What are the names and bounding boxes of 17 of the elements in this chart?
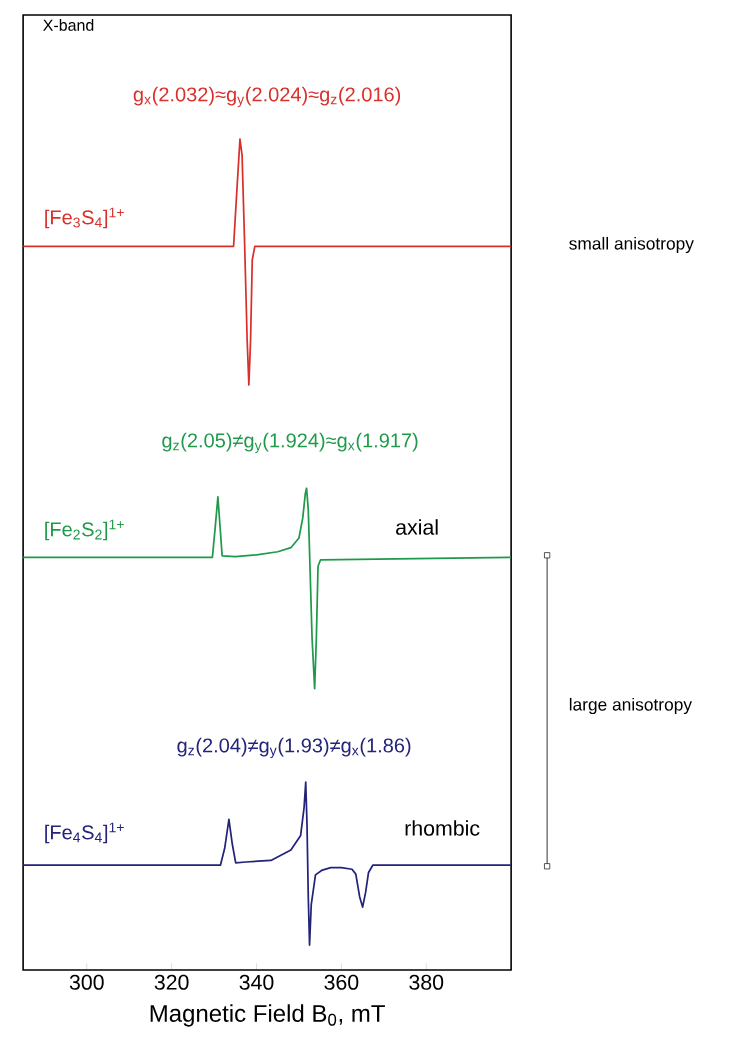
x-tick-label: 320 (154, 974, 189, 990)
text: X-band (43, 19, 94, 31)
annotation: axial (396, 519, 438, 535)
annotation: rhombic (405, 820, 480, 836)
x-tick-label: 300 (69, 974, 104, 990)
text: g$_{x}$(2.032)≈g$_{y}$(2.024)≈g$_{z}$(2.016) (133, 86, 401, 108)
annotation: g$_{z}$(2.05)≠g$_{y}$(1.924)≈g$_{x}$(1.917) (162, 432, 418, 454)
x-tick-label: 360 (324, 974, 359, 990)
series-label: [Fe$_{3}$S$_{4}$]$^{1+}$ (45, 207, 124, 229)
annotation: g$_{z}$(2.04)≠g$_{y}$(1.93)≠g$_{x}$(1.86) (177, 737, 411, 759)
series-label: [Fe$_{2}$S$_{2}$]$^{1+}$ (45, 519, 124, 541)
series-label: [Fe$_{4}$S$_{4}$]$^{1+}$ (45, 822, 124, 844)
text: large anisotropy (569, 697, 692, 715)
x-tick-label: 340 (239, 974, 274, 990)
text: small anisotropy (569, 236, 694, 254)
x-tick-label: 380 (409, 974, 444, 990)
x-axis-title: Magnetic Field B$_{0}$, mT (150, 1004, 385, 1027)
